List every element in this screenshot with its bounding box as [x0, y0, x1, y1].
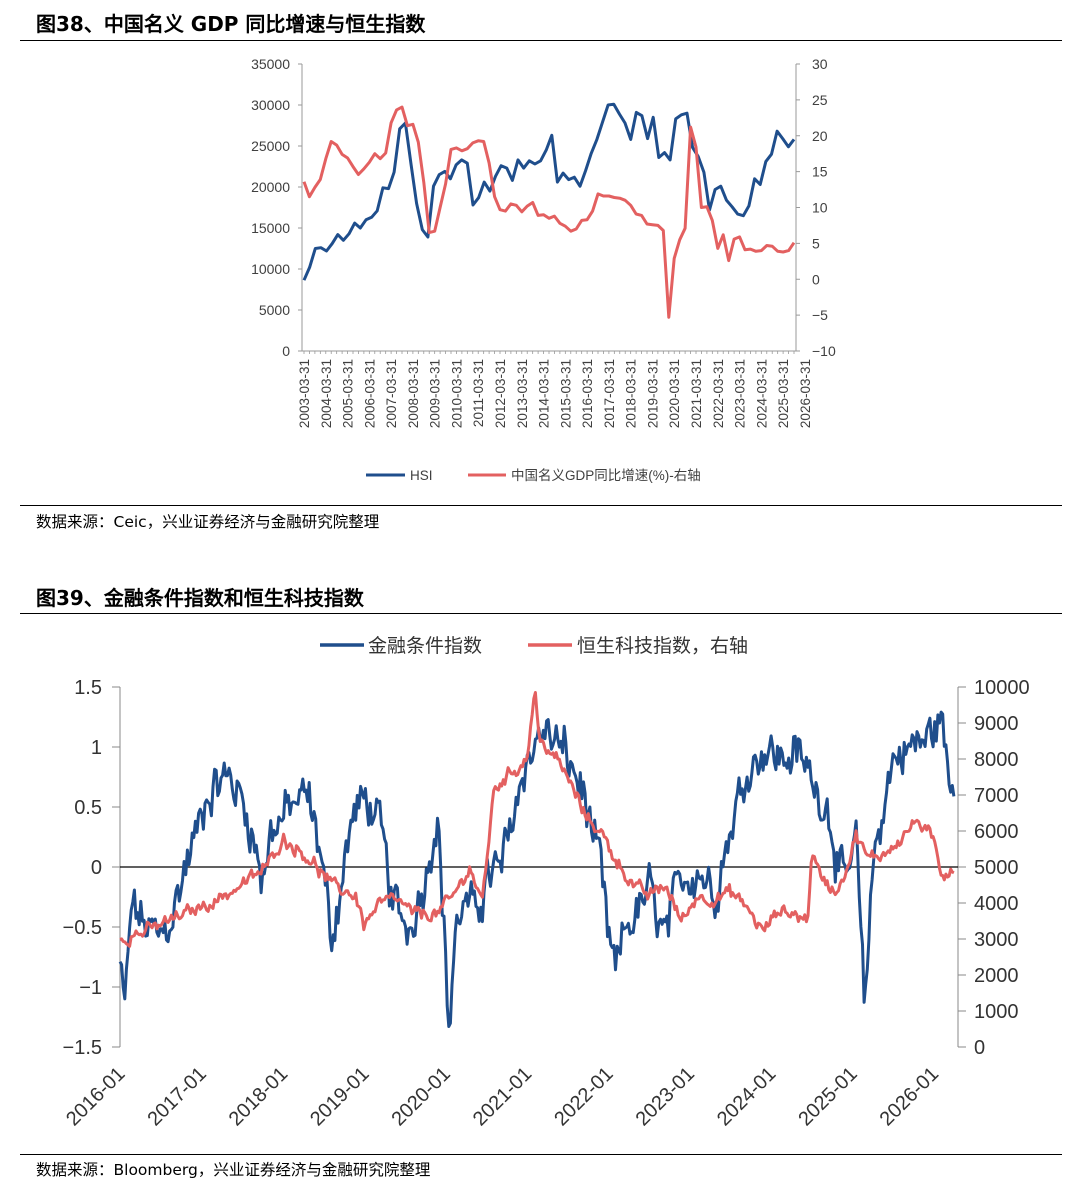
- x-tick-label: 2003-03-31: [297, 359, 312, 428]
- figure39-chart: 1.510.50−0.5−1−1.51000090008000700060005…: [62, 635, 1030, 1130]
- left-tick-label: −1: [79, 977, 102, 999]
- left-tick-label: 0: [282, 343, 290, 359]
- x-tick-label: 2005-03-31: [341, 359, 356, 428]
- series-line-financial-conditions: [118, 710, 956, 1028]
- right-tick-label: 15: [812, 164, 828, 180]
- x-tick-label: 2015-03-31: [558, 359, 573, 428]
- right-tick-label: 5000: [974, 857, 1019, 879]
- right-tick-label: −10: [812, 343, 836, 359]
- right-tick-label: 7000: [974, 785, 1019, 807]
- x-tick-label: 2017-01: [143, 1063, 210, 1130]
- x-tick-label: 2021-01: [469, 1063, 536, 1130]
- x-tick-label: 2020-01: [388, 1063, 455, 1130]
- x-tick-label: 2021-03-31: [689, 359, 704, 428]
- x-tick-label: 2020-03-31: [667, 359, 682, 428]
- right-tick-label: 0: [812, 271, 820, 287]
- left-tick-label: −0.5: [63, 917, 102, 939]
- legend-label-hstech: 恒生科技指数，右轴: [577, 635, 748, 657]
- figure39-title: 图39、金融条件指数和恒生科技指数: [36, 586, 364, 610]
- x-tick-label: 2018-01: [225, 1063, 292, 1130]
- left-tick-label: 35000: [251, 56, 290, 72]
- right-tick-label: 0: [974, 1037, 985, 1059]
- left-tick-label: 30000: [251, 97, 290, 113]
- x-tick-label: 2006-03-31: [362, 359, 377, 428]
- x-tick-label: 2010-03-31: [449, 359, 464, 428]
- right-tick-label: 4000: [974, 893, 1019, 915]
- x-tick-label: 2017-03-31: [602, 359, 617, 428]
- right-tick-label: 5: [812, 235, 820, 251]
- x-tick-label: 2023-01: [632, 1063, 699, 1130]
- x-tick-label: 2025-01: [794, 1063, 861, 1130]
- left-tick-label: 5000: [259, 302, 290, 318]
- x-tick-label: 2011-03-31: [471, 359, 486, 427]
- x-tick-label: 2009-03-31: [428, 359, 443, 428]
- x-tick-label: 2018-03-31: [624, 359, 639, 428]
- figure39-top-rule: [20, 613, 1062, 614]
- left-tick-label: 20000: [251, 179, 290, 195]
- x-tick-label: 2022-03-31: [711, 359, 726, 428]
- x-tick-label: 2024-01: [713, 1063, 780, 1130]
- x-tick-label: 2004-03-31: [319, 359, 334, 428]
- right-tick-label: 20: [812, 128, 828, 144]
- x-tick-label: 2014-03-31: [537, 359, 552, 428]
- x-tick-label: 2016-03-31: [580, 359, 595, 428]
- figure39-source: 数据来源：Bloomberg，兴业证券经济与金融研究院整理: [36, 1161, 431, 1179]
- left-tick-label: 0.5: [74, 797, 102, 819]
- series-line-nominal-gdp: [302, 105, 796, 319]
- x-tick-label: 2008-03-31: [406, 359, 421, 428]
- right-tick-label: 8000: [974, 749, 1019, 771]
- left-tick-label: 0: [91, 857, 102, 879]
- x-tick-label: 2022-01: [550, 1063, 617, 1130]
- x-tick-label: 2024-03-31: [754, 359, 769, 428]
- right-tick-label: 9000: [974, 713, 1019, 735]
- right-tick-label: −5: [812, 307, 828, 323]
- right-tick-label: 1000: [974, 1001, 1019, 1023]
- left-tick-label: −1.5: [63, 1037, 102, 1059]
- figure38-top-rule: [20, 40, 1062, 41]
- figure38-title: 图38、中国名义 GDP 同比增速与恒生指数: [36, 12, 426, 36]
- right-tick-label: 2000: [974, 965, 1019, 987]
- left-tick-label: 10000: [251, 261, 290, 277]
- right-tick-label: 10000: [974, 677, 1030, 699]
- legend-label-fci: 金融条件指数: [368, 635, 482, 657]
- series-line-hsi: [302, 102, 796, 281]
- left-tick-label: 15000: [251, 220, 290, 236]
- right-tick-label: 6000: [974, 821, 1019, 843]
- x-tick-label: 2026-03-31: [798, 359, 813, 428]
- figure38-source: 数据来源：Ceic，兴业证券经济与金融研究院整理: [36, 513, 380, 531]
- left-tick-label: 25000: [251, 138, 290, 154]
- legend-label-hsi: HSI: [410, 468, 433, 483]
- right-tick-label: 30: [812, 56, 828, 72]
- right-tick-label: 3000: [974, 929, 1019, 951]
- x-tick-label: 2007-03-31: [384, 359, 399, 428]
- figure38-bottom-rule: [20, 505, 1062, 506]
- x-tick-label: 2013-03-31: [515, 359, 530, 428]
- figure39-bottom-rule: [20, 1154, 1062, 1155]
- figure38-chart: 35000 30000 25000 20000 15000 10000 5000 0 30 25 2…: [251, 56, 836, 483]
- left-tick-label: 1: [91, 737, 102, 759]
- x-tick-label: 2012-03-31: [493, 359, 508, 428]
- right-tick-label: 25: [812, 92, 828, 108]
- x-tick-label: 2023-03-31: [733, 359, 748, 428]
- x-tick-label: 2019-03-31: [645, 359, 660, 428]
- x-tick-label: 2019-01: [306, 1063, 373, 1130]
- series-line-hang-seng-tech: [119, 691, 955, 948]
- legend-label-gdp: 中国名义GDP同比增速(%)-右轴: [511, 468, 701, 483]
- x-tick-label: 2025-03-31: [776, 359, 791, 428]
- left-tick-label: 1.5: [74, 677, 102, 699]
- x-tick-label: 2016-01: [62, 1063, 129, 1130]
- right-tick-label: 10: [812, 200, 828, 216]
- x-tick-label: 2026-01: [876, 1063, 943, 1130]
